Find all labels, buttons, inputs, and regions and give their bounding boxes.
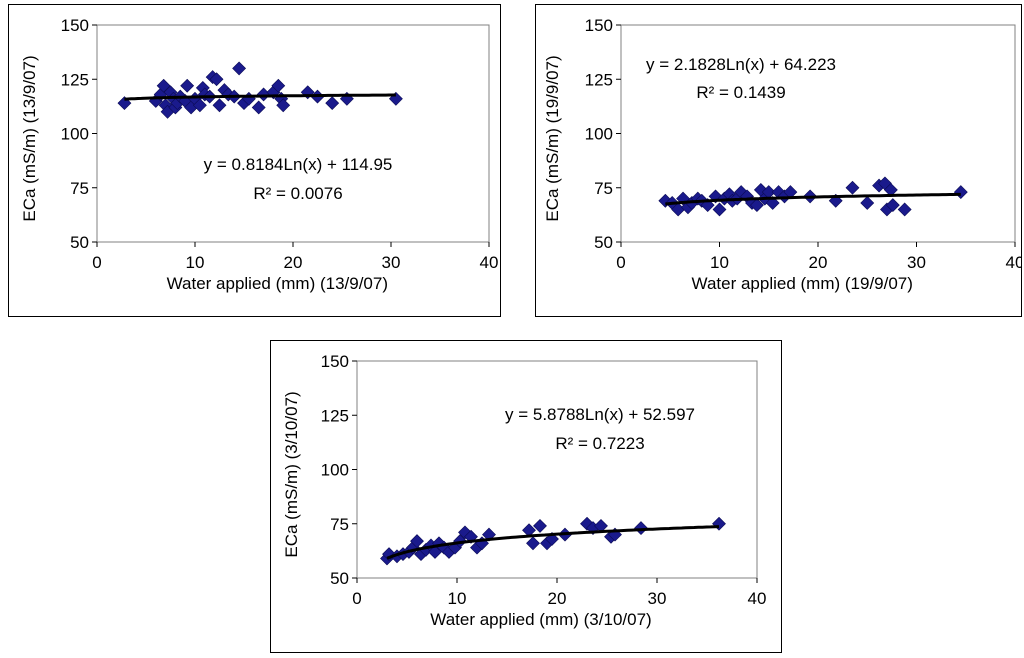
x-tick-label: 0 bbox=[92, 253, 101, 272]
trend-equation: y = 5.8788Ln(x) + 52.597 bbox=[505, 405, 695, 424]
scatter-chart-3-10-07: 50 75 100 125 150 0 10 20 30 40 Water applied (mm)… bbox=[270, 340, 782, 653]
data-point bbox=[271, 78, 286, 93]
trendline bbox=[665, 192, 961, 206]
chart-panel-3: 50 75 100 125 150 0 10 20 30 40 Water applied (mm)… bbox=[270, 340, 782, 653]
data-point bbox=[526, 536, 540, 551]
x-tick-label: 20 bbox=[548, 589, 567, 608]
chart-frame bbox=[270, 340, 782, 653]
trendline bbox=[386, 525, 720, 560]
y-tick-label: 150 bbox=[321, 352, 349, 371]
data-point bbox=[885, 198, 900, 213]
data-point bbox=[232, 61, 247, 76]
data-point bbox=[276, 98, 291, 113]
y-axis-title: ECa (mS/m) (13/9/07) bbox=[20, 55, 39, 221]
chart-panel-1: 50 75 100 125 150 0 10 20 30 40 Water applied (mm)… bbox=[8, 4, 501, 317]
trend-equation: y = 0.8184Ln(x) + 114.95 bbox=[204, 155, 393, 174]
y-axis-title: ECa (mS/m) (3/10/07) bbox=[282, 391, 301, 557]
y-tick-label: 100 bbox=[321, 461, 349, 480]
data-point bbox=[212, 98, 227, 113]
trend-r-squared: R² = 0.0076 bbox=[253, 184, 342, 203]
data-point bbox=[634, 521, 648, 536]
data-point bbox=[192, 98, 207, 113]
x-tick-label: 20 bbox=[809, 253, 828, 272]
x-tick-label: 10 bbox=[710, 253, 729, 272]
data-point bbox=[251, 100, 266, 115]
y-tick-label: 50 bbox=[70, 233, 89, 252]
x-tick-label: 30 bbox=[382, 253, 401, 272]
trend-r-squared: R² = 0.7223 bbox=[555, 434, 644, 453]
trend-equation: y = 2.1828Ln(x) + 64.223 bbox=[646, 55, 836, 74]
y-tick-label: 50 bbox=[330, 569, 349, 588]
chart-frame bbox=[535, 4, 1022, 317]
y-tick-label: 75 bbox=[594, 179, 613, 198]
data-point bbox=[897, 202, 912, 217]
x-tick-label: 10 bbox=[186, 253, 205, 272]
x-axis-title: Water applied (mm) (19/9/07) bbox=[692, 274, 913, 293]
y-axis-title: ECa (mS/m) (19/9/07) bbox=[543, 55, 562, 221]
x-tick-label: 40 bbox=[748, 589, 767, 608]
y-tick-label: 150 bbox=[585, 16, 613, 35]
x-axis-title: Water applied (mm) (13/9/07) bbox=[167, 274, 388, 293]
chart-frame bbox=[8, 4, 501, 317]
y-tick-label: 100 bbox=[61, 125, 89, 144]
data-point bbox=[410, 534, 424, 549]
y-tick-label: 75 bbox=[330, 515, 349, 534]
y-tick-label: 100 bbox=[585, 125, 613, 144]
y-tick-label: 125 bbox=[321, 406, 349, 425]
x-tick-label: 10 bbox=[448, 589, 467, 608]
data-point bbox=[845, 180, 860, 195]
x-axis-title: Water applied (mm) (3/10/07) bbox=[430, 610, 651, 629]
trendline bbox=[124, 93, 396, 101]
x-tick-label: 0 bbox=[352, 589, 361, 608]
data-point bbox=[712, 202, 727, 217]
trend-r-squared: R² = 0.1439 bbox=[696, 83, 785, 102]
y-tick-label: 125 bbox=[585, 70, 613, 89]
x-tick-label: 20 bbox=[284, 253, 303, 272]
data-point bbox=[209, 72, 224, 87]
chart-panel-2: 50 75 100 125 150 0 10 20 30 40 Water applied (mm)… bbox=[535, 4, 1024, 317]
scatter-chart-13-9-07: 50 75 100 125 150 0 10 20 30 40 Water applied (mm)… bbox=[8, 4, 501, 317]
data-points bbox=[117, 61, 403, 119]
y-tick-label: 150 bbox=[61, 16, 89, 35]
data-point bbox=[750, 198, 764, 213]
x-tick-label: 40 bbox=[480, 253, 499, 272]
y-tick-label: 50 bbox=[594, 233, 613, 252]
scatter-chart-19-9-07: 50 75 100 125 150 0 10 20 30 40 Water applied (mm)… bbox=[535, 4, 1024, 317]
y-tick-label: 125 bbox=[61, 70, 89, 89]
data-point bbox=[533, 518, 547, 533]
x-tick-label: 30 bbox=[907, 253, 926, 272]
data-point bbox=[180, 78, 195, 93]
y-tick-label: 75 bbox=[70, 179, 89, 198]
data-point bbox=[325, 96, 340, 111]
x-tick-label: 0 bbox=[616, 253, 625, 272]
data-point bbox=[860, 196, 875, 210]
x-tick-label: 40 bbox=[1006, 253, 1022, 272]
x-tick-label: 30 bbox=[648, 589, 667, 608]
